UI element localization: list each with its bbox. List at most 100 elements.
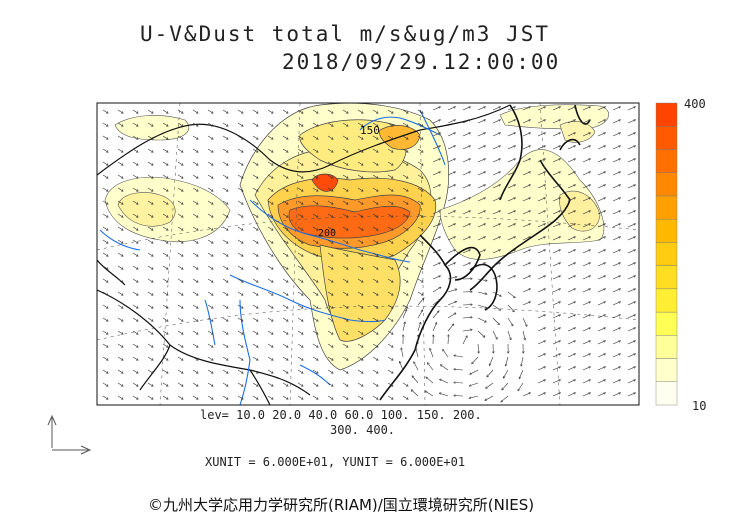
wind-vector [102, 148, 108, 152]
wind-vector [267, 265, 273, 269]
wind-vector [417, 252, 423, 256]
wind-vector [297, 395, 303, 399]
wind-vector [327, 187, 333, 191]
wind-vector [327, 161, 333, 165]
wind-vector [597, 120, 605, 124]
wind-vector [537, 302, 545, 306]
wind-vector [492, 291, 501, 296]
wind-vector [357, 382, 363, 386]
wind-vector [177, 174, 183, 178]
wind-vector [162, 135, 168, 139]
wind-vector [297, 382, 303, 386]
wind-vector [612, 354, 620, 358]
wind-vector [402, 187, 408, 191]
wind-vector [132, 395, 138, 399]
wind-vector [567, 120, 575, 124]
wind-vector [582, 133, 590, 137]
wind-vector [402, 200, 408, 204]
wind-vector [402, 310, 407, 319]
wind-vector [582, 341, 590, 345]
wind-vector [117, 369, 123, 373]
wind-vector [552, 172, 560, 176]
wind-vector [162, 395, 168, 399]
wind-vector [132, 304, 138, 308]
wind-vector [147, 187, 153, 191]
contour-label-150: 150 [360, 124, 380, 137]
wind-vector [267, 343, 273, 347]
wind-vector [162, 200, 168, 204]
wind-vector [327, 330, 333, 334]
wind-vector [597, 159, 605, 163]
wind-vector [507, 330, 511, 340]
wind-vector-field [102, 107, 635, 402]
wind-vector [252, 382, 258, 386]
wind-vector [502, 382, 509, 390]
wind-vector [237, 122, 243, 126]
wind-vector [147, 109, 153, 113]
wind-vector [207, 304, 213, 308]
wind-vector [267, 304, 273, 308]
wind-vector [237, 187, 243, 191]
wind-vector [582, 354, 590, 358]
wind-vector [147, 395, 153, 399]
wind-vector [132, 213, 138, 217]
wind-vector [582, 302, 590, 306]
wind-vector [522, 289, 530, 293]
wind-vector [522, 211, 530, 215]
wind-vector [462, 172, 470, 176]
wind-vector [327, 382, 333, 386]
wind-vector [192, 239, 198, 243]
wind-vector [192, 161, 198, 165]
wind-vector [237, 317, 243, 321]
wind-vector [567, 107, 575, 111]
colorbar-swatch [655, 195, 678, 220]
wind-vector [102, 239, 108, 243]
wind-vector [207, 187, 213, 191]
wind-vector [627, 393, 635, 397]
wind-vector [387, 317, 393, 321]
wind-vector [521, 356, 524, 366]
wind-vector [177, 317, 183, 321]
wind-vector [102, 122, 108, 126]
wind-vector [462, 237, 470, 241]
borders [97, 104, 511, 405]
wind-vector [102, 291, 108, 295]
wind-vector [417, 161, 423, 165]
wind-vector [342, 369, 348, 373]
wind-vector [417, 291, 423, 295]
wind-vector [312, 278, 318, 282]
wind-vector [282, 369, 288, 373]
wind-vector [312, 174, 318, 178]
wind-vector [342, 252, 348, 256]
wind-vector [132, 187, 138, 191]
wind-vector [342, 161, 348, 165]
wind-vector [582, 185, 590, 189]
wind-vector [237, 330, 243, 334]
wind-vector [342, 382, 348, 386]
wind-vector [252, 369, 258, 373]
wind-vector [401, 348, 404, 358]
wind-vector [192, 187, 198, 191]
wind-vector [537, 237, 545, 241]
wind-vector [117, 356, 123, 360]
wind-vector [147, 174, 153, 178]
colorbar-swatch [655, 172, 678, 197]
wind-vector [177, 278, 183, 282]
wind-vector [327, 213, 333, 217]
wind-vector [537, 289, 545, 293]
wind-vector [582, 328, 590, 332]
wind-vector [597, 198, 605, 202]
wind-vector [597, 380, 605, 384]
wind-vector [462, 120, 470, 124]
wind-vector [567, 341, 575, 345]
wind-vector [177, 213, 183, 217]
wind-vector [297, 174, 303, 178]
wind-vector [492, 133, 500, 137]
wind-vector [342, 187, 348, 191]
wind-vector [252, 109, 258, 113]
wind-vector [207, 330, 213, 334]
wind-vector [327, 122, 333, 126]
wind-vector [432, 263, 440, 267]
wind-vector [327, 200, 333, 204]
wind-vector [222, 226, 228, 230]
